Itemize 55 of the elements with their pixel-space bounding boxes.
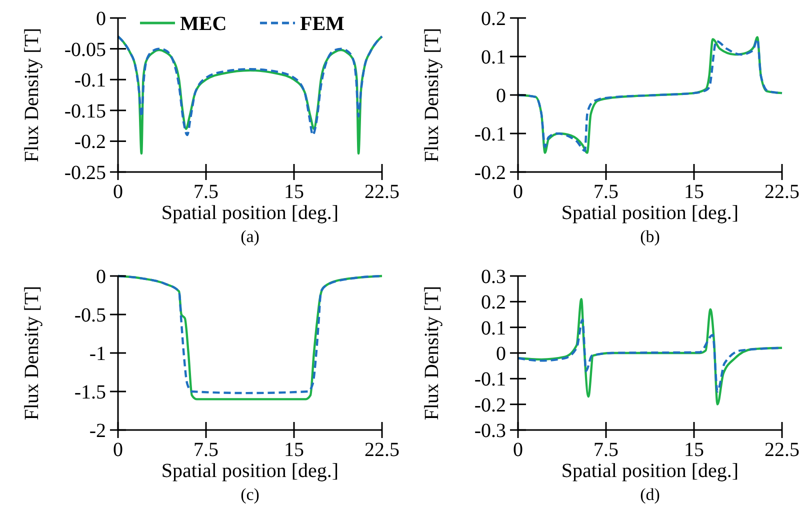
y-tick-label: 0.2 [481,292,506,314]
x-tick-label: 7.5 [594,439,618,461]
x-axis-title: Spatial position [deg.] [561,460,739,482]
y-axis-title: Flux Density [T] [421,28,443,162]
x-axis-title: Spatial position [deg.] [161,202,339,224]
x-tick-label: 7.5 [194,181,218,203]
y-axis-title: Flux Density [T] [21,28,43,162]
x-axis-title: Spatial position [deg.] [161,460,339,482]
y-tick-label: -0.2 [474,162,506,184]
x-tick-label: 7.5 [594,181,618,203]
y-tick-label: 0 [496,85,506,107]
y-tick-label: 0 [96,8,106,30]
x-tick-label: 15 [684,181,704,203]
y-tick-label: -0.1 [74,70,106,92]
x-tick-label: 0 [113,181,123,203]
legend-label: FEM [300,13,345,35]
text: (d) [640,485,660,504]
y-tick-label: 0 [496,343,506,365]
x-tick-label: 22.5 [764,181,800,203]
y-tick-label: -0.25 [64,162,106,184]
x-tick-label: 22.5 [364,181,400,203]
text: (b) [640,227,660,246]
y-tick-label: -0.1 [474,124,506,146]
y-tick-label: -1.5 [74,382,106,404]
y-tick-label: -0.05 [64,38,106,61]
line-series [516,298,784,406]
line-series [116,35,384,136]
y-tick-label: -0.2 [474,394,506,416]
y-tick-label: -0.3 [474,420,506,442]
y-tick-label: -2 [89,420,106,442]
x-tick-label: 22.5 [764,439,800,461]
x-tick-label: 22.5 [364,439,400,461]
x-tick-label: 0 [513,439,523,461]
x-tick-label: 15 [684,439,704,461]
y-tick-label: -1 [89,343,106,365]
x-axis-title: Spatial position [deg.] [561,202,739,224]
y-tick-label: -0.5 [74,304,106,326]
y-tick-label: 0 [96,266,106,288]
x-tick-label: 15 [284,439,304,461]
y-tick-label: 0.1 [481,317,506,340]
y-tick-label: 0.3 [481,266,506,288]
y-tick-label: -0.15 [64,100,106,122]
y-tick-label: -0.1 [474,368,506,391]
legend-label: MEC [180,13,227,35]
y-tick-label: -0.2 [74,131,106,154]
y-axis-title: Flux Density [T] [21,286,43,420]
x-tick-label: 0 [513,181,523,203]
y-tick-label: 0.1 [481,46,506,68]
text: (c) [240,485,260,504]
y-axis-title: Flux Density [T] [421,286,443,420]
x-tick-label: 7.5 [194,439,218,461]
text: (a) [240,227,260,246]
x-tick-label: 15 [284,181,304,203]
x-tick-label: 0 [113,439,123,461]
y-tick-label: 0.2 [481,8,506,30]
